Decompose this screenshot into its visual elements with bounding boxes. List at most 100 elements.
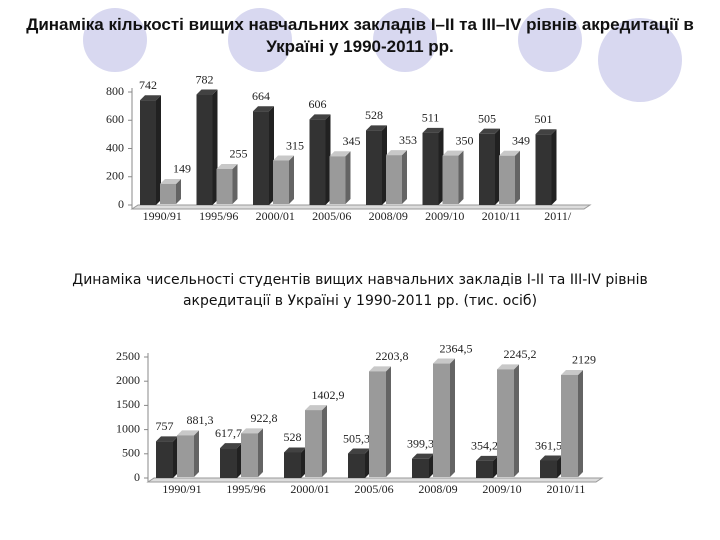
x-tick-label: 2008/09 [418, 482, 457, 496]
data-label: 399,3 [407, 436, 434, 450]
bar-top [253, 106, 274, 112]
bar-side [551, 129, 557, 205]
bar [442, 155, 459, 204]
bar-side [402, 150, 407, 204]
bar-top [220, 443, 242, 449]
data-label: 361,5 [535, 438, 562, 452]
bar [216, 168, 233, 204]
bar [309, 119, 326, 205]
bar-top [369, 366, 391, 372]
bar-side [345, 151, 351, 204]
bar-top [366, 125, 387, 131]
bar-side [458, 150, 464, 204]
bar [476, 460, 493, 478]
data-label: 2364,5 [440, 341, 473, 355]
decoration [83, 8, 682, 102]
data-label: 350 [456, 133, 474, 147]
y-tick-label: 600 [106, 112, 124, 126]
data-label: 149 [173, 162, 191, 176]
bar-top [284, 447, 306, 453]
bar-side [232, 163, 238, 204]
bar [369, 371, 386, 477]
bar-side [495, 128, 500, 205]
y-tick-label: 200 [106, 169, 124, 183]
bar-top [241, 428, 263, 434]
chart-title: Динаміка кількості вищих навчальних закл… [26, 15, 694, 56]
bar-side [237, 443, 242, 478]
bar-side [515, 150, 520, 204]
data-label: 528 [284, 430, 302, 444]
data-label: 881,3 [187, 413, 214, 427]
bar [561, 374, 578, 477]
x-tick-label: 2000/01 [256, 209, 295, 223]
data-label: 255 [230, 147, 248, 161]
bar [433, 363, 450, 477]
bar-top [156, 436, 178, 442]
data-label: 505,3 [343, 431, 370, 445]
bar-side [301, 447, 306, 478]
bar-side [269, 106, 274, 205]
x-tick-label: 2009/10 [425, 209, 464, 223]
bar [220, 448, 237, 478]
x-tick-label: 1995/96 [199, 209, 238, 223]
chart-title: Динаміка чисельності студентів вищих нав… [72, 272, 648, 309]
bar-side [212, 89, 218, 205]
bar-side [438, 127, 444, 205]
data-label: 617,7 [215, 426, 242, 440]
y-tick-label: 800 [106, 84, 124, 98]
data-label: 349 [512, 133, 530, 147]
y-tick-label: 1000 [116, 421, 140, 435]
bar-side [325, 114, 331, 205]
bar-top [160, 178, 181, 184]
bar [284, 452, 301, 478]
bar [273, 160, 289, 204]
data-label: 757 [156, 419, 174, 433]
y-tick-label: 2500 [116, 349, 140, 363]
data-label: 353 [399, 133, 417, 147]
x-tick-label: 2011/ [544, 209, 572, 223]
bar-top [177, 430, 199, 436]
bar-side [557, 455, 562, 478]
bar-top [305, 405, 327, 411]
bar [497, 369, 514, 477]
bar [305, 410, 322, 477]
bar [348, 453, 365, 478]
floor [146, 477, 604, 483]
data-label: 664 [252, 89, 270, 103]
bar [386, 155, 402, 204]
data-label: 606 [309, 97, 327, 111]
bar [160, 183, 176, 204]
bar-top [273, 155, 294, 161]
data-label: 922,8 [251, 411, 278, 425]
bar [535, 134, 552, 205]
x-tick-label: 2005/06 [312, 209, 351, 223]
data-label: 742 [139, 78, 157, 92]
floor [130, 204, 592, 210]
bar-side [578, 369, 583, 477]
bar-side [156, 95, 161, 205]
bar-top [140, 95, 161, 101]
data-label: 2203,8 [376, 349, 409, 363]
bar-top [422, 127, 444, 133]
y-tick-label: 1500 [116, 397, 140, 411]
bar-top [561, 369, 583, 375]
bar-top [348, 448, 370, 454]
bar [422, 132, 439, 205]
data-label: 2245,2 [504, 347, 537, 361]
bar [140, 100, 156, 205]
x-tick-label: 2008/09 [369, 209, 408, 223]
x-tick-label: 2000/01 [290, 482, 329, 496]
bar-side [429, 453, 434, 478]
bar-top [540, 455, 562, 461]
data-label: 501 [535, 112, 553, 126]
x-tick-label: 1995/96 [226, 482, 265, 496]
data-label: 354,2 [471, 439, 498, 453]
y-tick-label: 500 [122, 446, 140, 460]
bar [412, 458, 429, 478]
data-label: 782 [196, 72, 214, 86]
y-tick-label: 400 [106, 140, 124, 154]
data-label: 2129 [572, 353, 596, 367]
bar-side [176, 178, 181, 204]
bar-top [497, 364, 519, 370]
